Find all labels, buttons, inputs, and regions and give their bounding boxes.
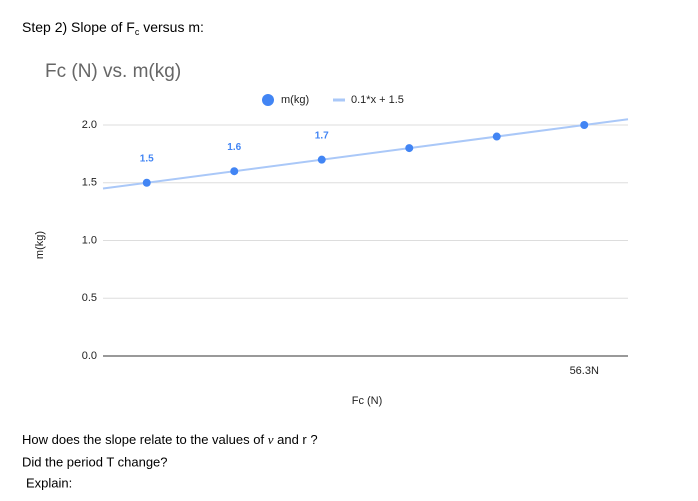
heading-text: versus m: xyxy=(139,19,204,35)
y-tick-label: 2.0 xyxy=(82,119,97,131)
question-text: and r ? xyxy=(274,432,318,447)
x-tick-label: 56.3N xyxy=(570,365,599,377)
question: Explain: xyxy=(26,475,72,490)
legend-label: 0.1*x + 1.5 xyxy=(351,94,404,106)
point xyxy=(230,167,239,176)
heading-text: Step 2) Slope of F xyxy=(22,19,135,35)
y-tick-label: 0.5 xyxy=(82,292,97,304)
question: How does the slope relate to the values … xyxy=(22,432,318,447)
legend-label: m(kg) xyxy=(281,94,309,106)
question: Did the period T change? xyxy=(22,454,168,469)
heading-subscript: c xyxy=(135,27,140,37)
point xyxy=(580,121,589,129)
chart: 0.0 0.5 1.0 1.5 2.0 56.3N 1.5 1.6 1.7 m(kg) 0.1*x … xyxy=(82,94,629,377)
heading: Step 2) Slope of Fc versus m: xyxy=(22,19,204,38)
trendline xyxy=(102,118,629,190)
y-tick-label: 1.0 xyxy=(82,234,97,246)
data-label: 1.7 xyxy=(315,130,329,141)
point xyxy=(317,155,326,164)
point xyxy=(405,144,414,153)
data-label: 1.5 xyxy=(140,153,154,164)
legend-marker xyxy=(262,94,274,106)
point xyxy=(492,132,501,141)
x-axis-title: Fc (N) xyxy=(352,395,383,407)
point xyxy=(142,178,151,187)
y-tick-label: 0.0 xyxy=(82,350,97,362)
y-axis-title: m(kg) xyxy=(34,231,46,259)
question-symbol: v xyxy=(268,432,274,447)
data-label: 1.6 xyxy=(227,142,241,153)
question-text: How does the slope relate to the values … xyxy=(22,432,268,447)
chart-title: Fc (N) vs. m(kg) xyxy=(45,61,181,82)
y-tick-label: 1.5 xyxy=(82,177,97,189)
